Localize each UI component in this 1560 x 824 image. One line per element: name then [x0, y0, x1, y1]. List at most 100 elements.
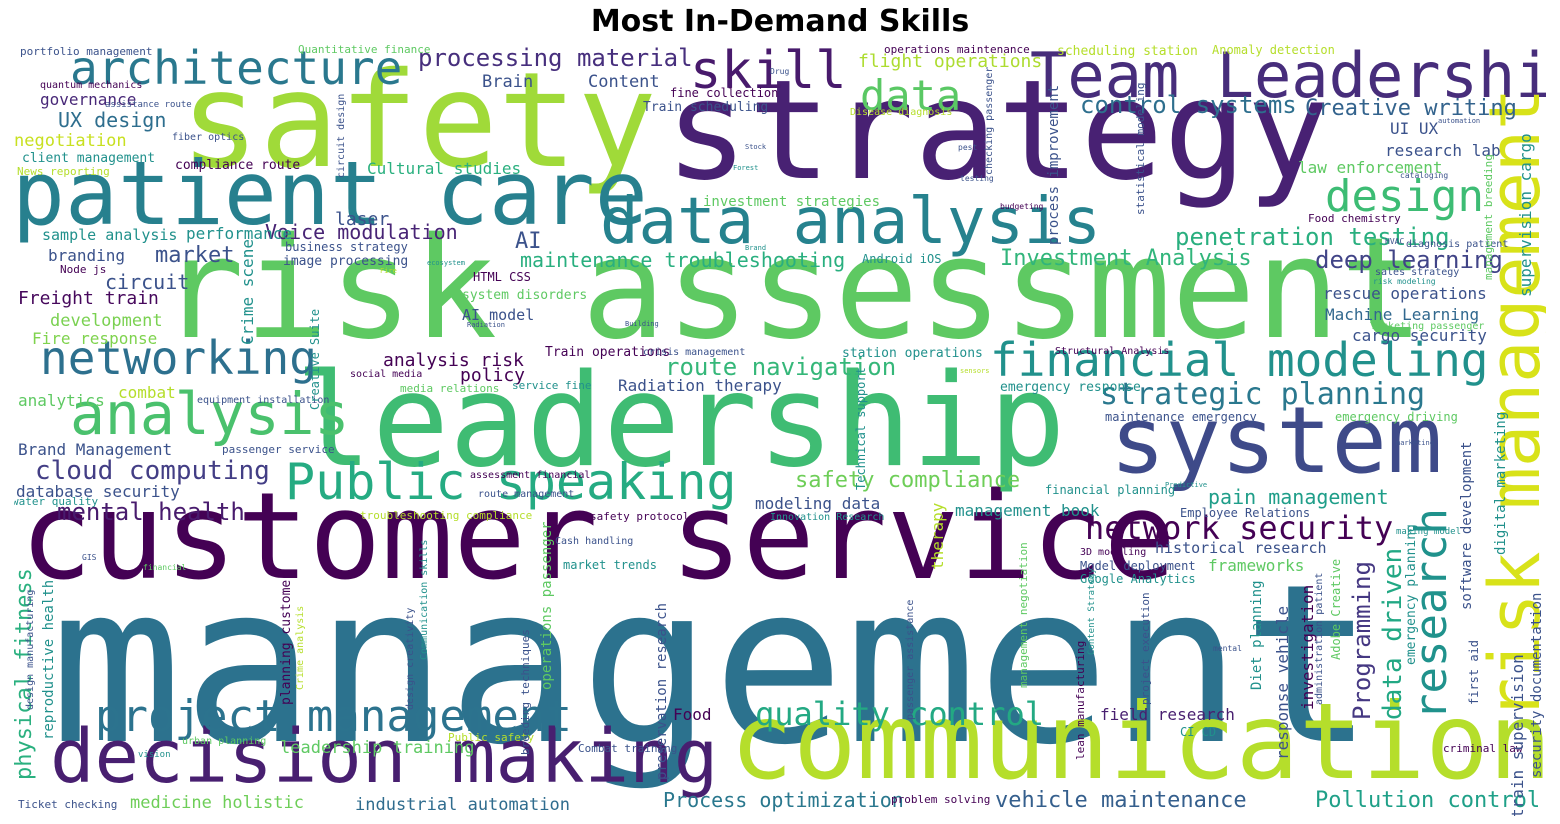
word-field-research: field research [1100, 705, 1235, 724]
word-management-book: management book [955, 501, 1100, 520]
word-market-trends: market trends [563, 558, 657, 572]
word-analytics: analytics [18, 391, 105, 410]
word-client-management: client management [22, 151, 156, 166]
word-combat: combat [118, 383, 176, 402]
word-fiber-optics: fiber optics [172, 132, 245, 143]
word-security-documentation: security documentation [1529, 592, 1545, 778]
word-model-deployment: Model deployment [1080, 559, 1196, 573]
word-data-driven: data driven [1378, 547, 1408, 720]
word-3d-modeling: 3D modeling [1080, 547, 1147, 558]
word-public-safety: Public safety [448, 731, 535, 744]
word-management-breeding: management breeding [1482, 154, 1495, 280]
word-design-creativity: design creativity [405, 607, 416, 710]
word-making-model: making model [1396, 527, 1462, 537]
word-cultural-studies: Cultural studies [367, 159, 522, 178]
word-forest: Forest [733, 164, 759, 172]
word-software-development: software development [1459, 441, 1475, 610]
word-troubleshooting-compliance: troubleshooting compliance [360, 509, 533, 522]
word-quality-control: quality control [755, 695, 1044, 733]
word-innovation-research: Innovation Research [770, 512, 885, 523]
word-radiation-therapy: Radiation therapy [618, 376, 782, 395]
word-fire: Fire [380, 267, 397, 275]
word-patient-care: patient care [14, 142, 648, 245]
word-emergency-response: emergency response [1000, 380, 1141, 395]
word-historical-research: historical research [1155, 539, 1327, 557]
word-voice-modulation: Voice modulation [265, 220, 458, 244]
word-breeding-techniques: breeding techniques [519, 629, 532, 755]
word-food: Food [673, 705, 712, 724]
word-lean-manufacturing: lean manufacturing [1074, 640, 1087, 760]
word-ui-ux: UI UX [1390, 119, 1439, 138]
word-scheduling-station: scheduling station [1057, 44, 1198, 59]
word-maintenance-troubleshooting: maintenance troubleshooting [520, 248, 846, 272]
word-crime-scene: Crime scene [238, 239, 257, 345]
word-cash-handling: Cash handling [555, 536, 634, 547]
word-control-systems: control systems [1080, 91, 1297, 119]
word-planning-customer: planning customer [279, 571, 294, 705]
word-vehicle-maintenance: vehicle maintenance [995, 788, 1247, 813]
word-criminal-law: criminal law [1443, 742, 1523, 755]
word-circuit: circuit [105, 270, 190, 294]
word-customer-service: customer service [20, 468, 1176, 607]
word-crime-analysis: Crime analysis [295, 605, 306, 690]
word-fire-response: Fire response [32, 329, 158, 348]
word-communication-skills: Communication skills [419, 539, 430, 660]
word-route-navigation: route navigation [665, 353, 897, 381]
word-rescue-operations: rescue operations [1323, 284, 1487, 303]
word-process-optimization: Process optimization [663, 788, 904, 812]
word-programming: Programming [1348, 561, 1376, 720]
word-mental: mental [1213, 644, 1242, 653]
word-route-management: route management [478, 489, 575, 500]
word-social-media: social media [350, 369, 423, 380]
word-performance: performance [186, 224, 292, 243]
word-penetration-testing: penetration testing [1175, 223, 1450, 251]
word-android-ios: Android iOS [862, 252, 942, 266]
word-networking: networking [40, 331, 317, 385]
word-vision: vision [138, 750, 171, 760]
word-creative-writing: Creative writing [1305, 96, 1517, 121]
word-analysis: analysis [70, 380, 350, 448]
word-budgeting: budgeting [1000, 202, 1044, 211]
word-flight-operations: flight operations [858, 51, 1043, 72]
word-content-strategy: Content Strategy [1087, 568, 1097, 655]
word-preservation-research: preservation research [654, 602, 670, 780]
word-combat-training: Combat training [578, 742, 678, 755]
word-stock: Stock [745, 143, 767, 151]
word-adobe-creative: Adobe Creative [1329, 558, 1343, 660]
word-assistance-route: assistance route [105, 100, 192, 110]
word-design: design [1325, 171, 1484, 222]
word-medicine-holistic: medicine holistic [130, 793, 304, 813]
word-policy: policy [460, 365, 526, 386]
word-passenger-assistance: passenger assistance [905, 599, 916, 720]
word-ux-design: UX design [58, 108, 167, 132]
word-safety: safety [180, 44, 657, 198]
word-sensors: sensors [960, 367, 990, 375]
word-investigation: investigation [1298, 584, 1317, 710]
word-processing-material: processing material [418, 44, 693, 72]
word-leadership-training: leadership training [280, 738, 475, 758]
word-brand-management: Brand Management [18, 440, 173, 459]
word-reproductive-health: reproductive health [41, 579, 57, 740]
word-brain: Brain [482, 72, 534, 92]
word-anomaly-detection: Anomaly detection [1212, 43, 1335, 57]
word-modeling-data: modeling data [755, 494, 881, 513]
chart-title: Most In-Demand Skills [590, 4, 970, 39]
word-financial-planning: financial planning [1045, 483, 1176, 497]
word-hvac: HVAC [1385, 237, 1405, 246]
word-team-leadership: Team Leadership [1030, 40, 1546, 112]
word-public-speaking: Public speaking [285, 453, 737, 511]
word-ecosystem: ecosystem [427, 259, 465, 267]
word-operations-maintenance: operations maintenance [884, 43, 1030, 56]
word-communication: communication [730, 681, 1546, 803]
word-crisis-management: crisis management [643, 347, 746, 358]
word-train-scheduling: Train scheduling [643, 100, 769, 115]
word-safety-protocols: safety protocols [590, 510, 696, 523]
word-industrial-automation: industrial automation [355, 795, 570, 815]
word-train-supervision: train supervision [1508, 654, 1527, 816]
word-data: data [860, 71, 962, 120]
word-safety-compliance: safety compliance [795, 468, 1021, 493]
word-market: market [155, 243, 235, 268]
word-automation: automation [1438, 117, 1481, 125]
word-cloud: management customer service risk assessmen… [14, 40, 1546, 816]
word-water-quality: water quality [14, 495, 99, 508]
